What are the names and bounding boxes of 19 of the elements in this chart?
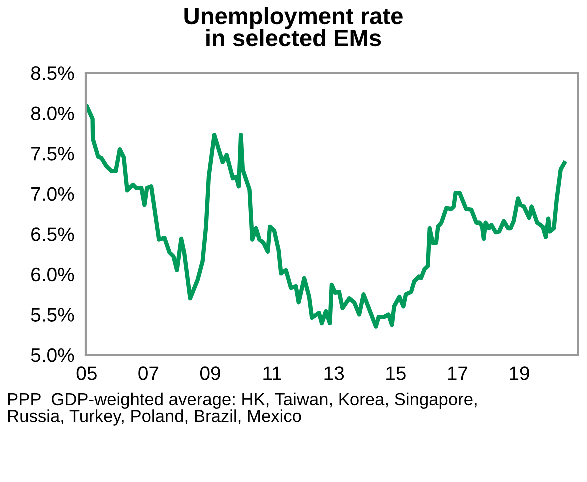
x-tick-label: 19 [510, 366, 530, 380]
x-tick-label: 09 [200, 366, 220, 380]
x-tick-label: 15 [386, 366, 406, 380]
y-tick-label: 6.5% [32, 228, 74, 242]
y-tick-label: 7.5% [32, 147, 74, 161]
x-tick-label: 17 [448, 366, 468, 380]
y-tick-label: 8.5% [31, 66, 74, 80]
x-tick-label: 11 [264, 366, 282, 380]
x-tick-label: 07 [138, 366, 159, 380]
y-tick-label: 5.0% [31, 348, 74, 362]
y-tick-label: 5.5% [31, 308, 74, 322]
x-tick-label: 13 [324, 366, 344, 380]
y-tick-label: 7.0% [32, 187, 74, 202]
x-tick-label: 05 [76, 366, 97, 380]
text: PPP GDP-weighted average: HK, Taiwan, Korea, Singapore, Russia, Turkey, Poland, Brazil, Mexico [8, 392, 477, 426]
line-series [86, 104, 567, 329]
y-tick-label: 6.0% [32, 268, 74, 282]
y-tick-label: 8.0% [31, 106, 74, 121]
chart-title: Unemployment rate in selected EMs [184, 7, 403, 47]
